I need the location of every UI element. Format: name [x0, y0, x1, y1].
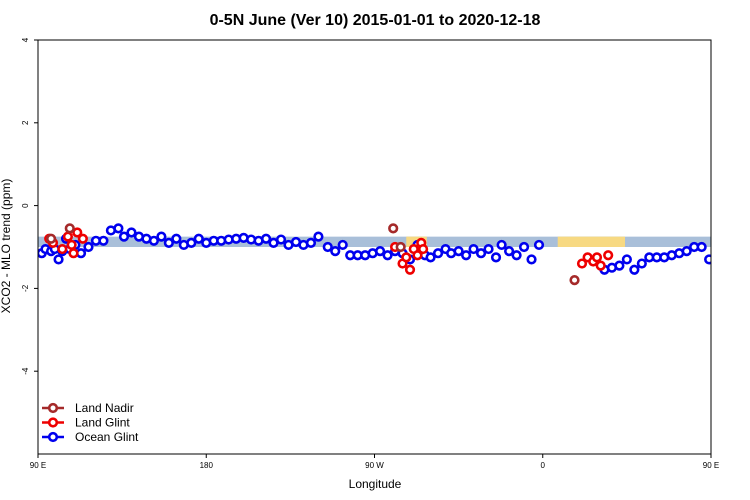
point-ocean-glint-40 — [305, 237, 317, 248]
point-land-glint-20 — [595, 260, 606, 271]
point-land-glint-6 — [72, 227, 83, 238]
point-land-glint-2 — [57, 243, 68, 255]
point-ocean-glint-25 — [193, 233, 204, 244]
x-tick-label-4: 90 E — [703, 461, 719, 470]
point-ocean-glint-92 — [745, 243, 750, 251]
x-axis: 90 E 180 90 W 0 90 E — [30, 454, 719, 470]
point-land-glint-4 — [66, 239, 77, 251]
y-axis: -4 -2 0 2 4 — [21, 37, 38, 375]
point-ocean-glint-71 — [533, 239, 545, 251]
point-ocean-glint-64 — [483, 243, 494, 255]
point-land-nadir-5 — [720, 235, 728, 243]
y-tick-label-2: 0 — [21, 203, 30, 208]
point-land-nadir-4 — [569, 275, 580, 286]
point-land-glint-13 — [412, 250, 423, 261]
point-ocean-glint-22 — [171, 233, 182, 244]
point-land-nadir-3 — [395, 241, 406, 253]
point-ocean-glint-87 — [713, 235, 721, 243]
point-ocean-glint-83 — [681, 246, 692, 257]
point-land-glint-19 — [591, 252, 603, 263]
point-ocean-glint-68 — [511, 250, 522, 261]
legend-marker-ocean-glint — [47, 431, 59, 443]
point-land-glint-16 — [576, 258, 588, 269]
x-tick-label-0: 90 E — [30, 461, 46, 470]
point-land-nadir-2 — [388, 223, 399, 234]
point-ocean-glint-19 — [148, 235, 160, 246]
point-land-glint-10 — [401, 252, 412, 263]
point-ocean-glint-14 — [113, 223, 124, 234]
legend-marker-land-glint — [47, 417, 59, 428]
point-ocean-glint-21 — [163, 237, 174, 248]
point-ocean-glint-65 — [490, 252, 502, 263]
point-ocean-glint-49 — [375, 246, 386, 257]
point-ocean-glint-36 — [275, 234, 287, 245]
y-tick-label-4: 4 — [21, 37, 30, 42]
y-axis-label: XCO2 - MLO trend (ppm) — [0, 179, 13, 314]
point-land-glint-11 — [404, 264, 416, 275]
y-tick-label-3: 2 — [21, 120, 30, 125]
point-ocean-glint-57 — [432, 248, 444, 259]
x-tick-label-3: 0 — [541, 461, 546, 470]
point-ocean-glint-88 — [717, 243, 725, 251]
point-land-nadir-6 — [739, 225, 747, 233]
point-land-nadir-0 — [45, 233, 57, 244]
x-tick-label-1: 180 — [200, 461, 214, 470]
point-ocean-glint-20 — [156, 231, 167, 242]
plot-points — [38, 223, 750, 286]
point-ocean-glint-41 — [313, 231, 324, 242]
point-land-glint-7 — [77, 233, 88, 244]
y-tick-label-1: -2 — [21, 284, 30, 292]
point-ocean-glint-43 — [330, 246, 341, 257]
point-ocean-glint-62 — [468, 243, 479, 255]
point-land-glint-22 — [722, 237, 730, 245]
point-ocean-glint-69 — [518, 241, 530, 253]
highlight-overlay-1 — [557, 236, 626, 247]
point-land-glint-3 — [62, 231, 74, 242]
point-ocean-glint-75 — [621, 254, 632, 265]
point-ocean-glint-86 — [704, 254, 711, 265]
point-ocean-glint-50 — [382, 250, 393, 261]
point-ocean-glint-76 — [629, 264, 640, 275]
point-ocean-glint-56 — [425, 252, 436, 263]
point-ocean-glint-10 — [83, 241, 94, 253]
trend-band — [38, 236, 711, 247]
point-ocean-glint-63 — [475, 248, 487, 259]
point-land-nadir-1 — [64, 223, 75, 234]
legend-marker-land-nadir — [47, 402, 59, 414]
point-ocean-glint-42 — [322, 241, 333, 253]
y-tick-label-0: -4 — [21, 367, 30, 375]
point-ocean-glint-74 — [614, 260, 625, 271]
x-axis-label: Longitude — [349, 477, 402, 491]
point-ocean-glint-16 — [126, 227, 137, 238]
point-land-glint-24 — [741, 241, 749, 249]
point-ocean-glint-90 — [730, 245, 738, 253]
x-tick-label-2: 90 W — [365, 461, 384, 470]
point-land-glint-15 — [418, 243, 429, 255]
point-ocean-glint-70 — [526, 254, 537, 265]
point-ocean-glint-77 — [636, 258, 647, 269]
legend-label-ocean-glint: Ocean Glint — [75, 430, 139, 444]
chart-title: 0-5N June (Ver 10) 2015-01-01 to 2020-12… — [210, 12, 541, 29]
point-ocean-glint-85 — [696, 241, 707, 253]
point-land-glint-23 — [735, 233, 743, 241]
point-ocean-glint-15 — [118, 231, 130, 242]
point-land-glint-5 — [68, 248, 79, 259]
point-land-glint-25 — [746, 229, 750, 237]
point-ocean-glint-89 — [724, 241, 732, 249]
point-ocean-glint-4 — [53, 254, 64, 265]
legend-label-land-glint: Land Glint — [75, 416, 130, 430]
point-ocean-glint-67 — [504, 246, 515, 257]
point-ocean-glint-44 — [337, 239, 348, 251]
point-ocean-glint-34 — [260, 233, 272, 244]
point-ocean-glint-24 — [186, 237, 197, 248]
point-ocean-glint-91 — [737, 235, 745, 243]
legend-label-land-nadir: Land Nadir — [75, 401, 134, 415]
point-ocean-glint-12 — [98, 235, 109, 246]
point-ocean-glint-66 — [496, 239, 507, 251]
point-land-glint-21 — [603, 250, 614, 261]
point-ocean-glint-60 — [453, 246, 464, 257]
point-ocean-glint-61 — [461, 250, 472, 261]
